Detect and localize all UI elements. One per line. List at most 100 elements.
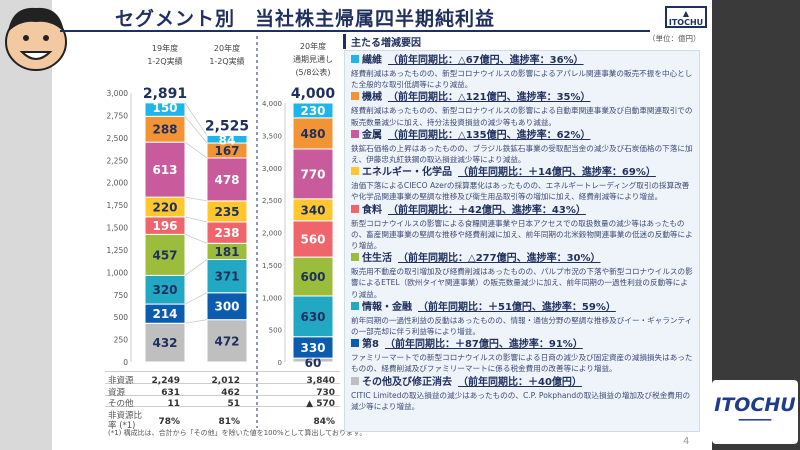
segment-change: （前年同期比：＋87億円、進捗率：91%） [384, 339, 583, 351]
segment-change: （前年同期比：△67億円、進捗率：36%） [388, 55, 584, 66]
segment-name: 第8 [362, 339, 379, 351]
left-margin [0, 0, 52, 450]
factor-item: 第8 （前年同期比：＋87億円、進捗率：91%） ファミリーマートでの新型コロナウイ… [351, 338, 693, 374]
table-cell: 462 [221, 388, 240, 398]
connector-line [184, 292, 208, 305]
segment-change: （前年同期比：＋14億円、進捗率：69%） [458, 167, 656, 179]
segment-color-swatch [351, 167, 359, 176]
category-line: 20年度 [213, 44, 241, 53]
segment-color-swatch [351, 301, 359, 310]
factor-description: 経費削減はあったものの、新型コロナウイルスの影響による自動車関連事業及び自動車関… [351, 106, 693, 127]
segment-color-swatch [351, 376, 359, 385]
data-label: 220 [152, 200, 177, 214]
cartoon-face-avatar [5, 7, 67, 71]
factor-header: 食料 （前年同期比：＋42億円、進捗率：43%） [351, 204, 693, 218]
y-tick-label: 750 [114, 291, 129, 300]
data-label: 235 [214, 205, 239, 219]
y-tick-label: 2,250 [107, 156, 129, 165]
table-divider [105, 371, 340, 372]
total-label: 4,000 [291, 86, 336, 102]
segment-name: 情報・金融 [362, 301, 412, 313]
category-line: 1-2Q実績 [209, 57, 245, 66]
data-label: 214 [152, 307, 177, 321]
segment-change: （前年同期比：△135億円、進捗率：62%） [388, 129, 591, 141]
y-tick-label: 1,500 [262, 262, 282, 270]
connector-line [184, 141, 208, 159]
data-label: 457 [152, 248, 177, 262]
category-line: 20年度 [299, 42, 327, 51]
segment-name: エネルギー・化学品 [362, 167, 452, 179]
table-cell: 84% [313, 417, 335, 427]
connector-line [184, 196, 208, 202]
connector-line [184, 234, 208, 244]
connector-line [184, 319, 208, 324]
category-header-2: 20年度 通期見通し (5/8公表) [283, 40, 343, 79]
bar-segment [206, 292, 248, 321]
category-line: 19年度 [151, 44, 179, 53]
segment-color-swatch [351, 129, 359, 138]
factor-item: 食料 （前年同期比：＋42億円、進捗率：43%） 新型コロナウイルスの影響による食糧… [351, 204, 693, 252]
bar-segment [144, 141, 186, 198]
data-label: 472 [214, 334, 239, 348]
table-cell: ▲ 570 [306, 399, 335, 409]
data-label: 288 [152, 123, 177, 137]
data-label: 181 [214, 245, 239, 259]
y-tick-label: 1,500 [107, 224, 129, 233]
factor-item: 繊維 （前年同期比：△67億円、進捗率：36%） 経費削減はあったものの、新型コロナ… [351, 54, 693, 90]
factor-description: 販売用不動産の取引増加及び経費削減はあったものの、パルプ市況の下落や新型コロナウ… [351, 267, 693, 299]
page-title: セグメント別 当社株主帰属四半期純利益 [115, 8, 496, 30]
y-tick-label: 1,250 [107, 246, 129, 255]
itochu-logo-small: ▲ ITOCHU [665, 6, 707, 28]
factor-description: 新型コロナウイルスの影響による食糧関連事業や日本アクセスでの取扱数量の減少等はあ… [351, 218, 693, 251]
segment-color-swatch [351, 339, 359, 348]
y-tick-label: 3,000 [262, 165, 282, 173]
segment-color-swatch [351, 55, 359, 63]
factor-description: ファミリーマートでの新型コロナウイルスの影響による日商の減少及び固定資産の減損損… [351, 353, 693, 374]
data-label: 600 [300, 270, 325, 284]
total-label: 2,525 [205, 119, 249, 135]
table-cell: 631 [161, 388, 180, 398]
connector-line [184, 102, 208, 136]
segment-change: （前年同期比：＋40億円） [458, 376, 582, 388]
data-label: 432 [152, 336, 177, 350]
factor-header: エネルギー・化学品 （前年同期比：＋14億円、進捗率：69%） [351, 166, 693, 180]
factor-description: CITIC Limitedの取込損益の減少はあったものの、C.P. Pokpha… [351, 390, 691, 411]
y-tick-label: 500 [269, 327, 282, 335]
footnote: (*1) 構成比は、合計から「その他」を除いた値を100%として算出しております… [108, 429, 367, 437]
y-tick-label: 3,500 [262, 132, 282, 140]
table-row-label: 資源 [108, 388, 126, 398]
segment-color-swatch [351, 204, 359, 213]
segment-color-swatch [351, 92, 359, 101]
segment-name: 食料 [362, 204, 382, 216]
category-line: (5/8公表) [295, 68, 331, 77]
data-label: 480 [300, 127, 325, 141]
data-label: 300 [214, 300, 239, 314]
bar-segment [292, 102, 334, 119]
factor-description: 鉄鉱石価格の上昇はあったものの、ブラジル鉄鉱石事業の受取配当金の減少及び石炭価格… [351, 143, 693, 165]
category-header-1: 20年度 1-2Q実績 [197, 42, 257, 68]
data-label: 478 [214, 173, 239, 187]
bar-segment [292, 295, 334, 338]
y-tick-label: 500 [114, 313, 129, 322]
factor-header: 繊維 （前年同期比：△67億円、進捗率：36%） [351, 54, 693, 68]
y-tick-label: 3,000 [107, 89, 129, 98]
connector-line [184, 259, 208, 276]
connector-line [184, 116, 208, 144]
y-tick-label: 2,000 [262, 230, 282, 238]
segment-name: 金属 [362, 129, 382, 141]
itochu-logo: ITOCHU ━━━━━━ [712, 380, 798, 444]
data-label: 330 [300, 341, 325, 355]
data-label: 630 [300, 310, 325, 324]
data-label: 371 [214, 270, 239, 284]
table-cell: 11 [167, 399, 180, 409]
data-label: 230 [300, 104, 325, 118]
factor-header: 情報・金融 （前年同期比：＋51億円、進捗率：59%） [351, 301, 693, 315]
y-tick-label: 0 [123, 358, 128, 367]
factor-item: エネルギー・化学品 （前年同期比：＋14億円、進捗率：69%） 油価下落によるCIE… [351, 166, 693, 202]
category-header-0: 19年度 1-2Q実績 [135, 42, 195, 68]
factor-description: 経費削減はあったものの、新型コロナウイルスの影響によるアパレル関連事業の販売不振… [351, 69, 693, 90]
data-label: 320 [152, 283, 177, 297]
table-divider [105, 395, 340, 396]
segment-change: （前年同期比：＋42億円、進捗率：43%） [388, 204, 586, 216]
